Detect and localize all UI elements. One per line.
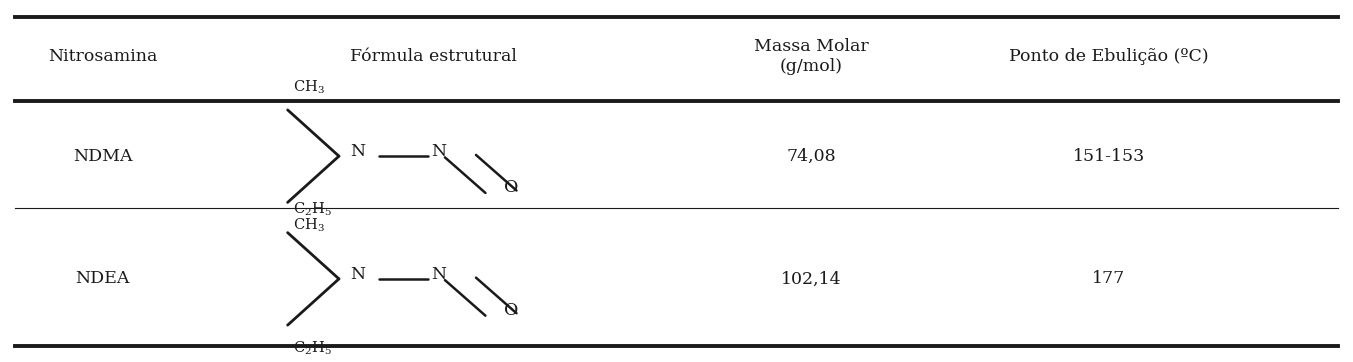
Text: 74,08: 74,08 [786, 148, 836, 165]
Text: NDEA: NDEA [76, 270, 130, 287]
Text: NDMA: NDMA [73, 148, 133, 165]
Text: $\mathregular{C_2H_5}$: $\mathregular{C_2H_5}$ [294, 339, 331, 357]
Text: 177: 177 [1092, 270, 1126, 287]
Text: N: N [430, 266, 446, 283]
Text: N: N [349, 266, 365, 283]
Text: 151-153: 151-153 [1073, 148, 1145, 165]
Text: 102,14: 102,14 [781, 270, 842, 287]
Text: N: N [349, 143, 365, 160]
Text: Nitrosamina: Nitrosamina [47, 48, 157, 65]
Text: $\mathregular{C_2H_5}$: $\mathregular{C_2H_5}$ [294, 201, 331, 218]
Text: Fórmula estrutural: Fórmula estrutural [350, 48, 517, 65]
Text: N: N [430, 143, 446, 160]
Text: O: O [503, 302, 518, 319]
Text: $\mathregular{CH_3}$: $\mathregular{CH_3}$ [294, 216, 325, 234]
Text: $\mathregular{CH_3}$: $\mathregular{CH_3}$ [294, 78, 325, 96]
Text: Massa Molar
(g/mol): Massa Molar (g/mol) [754, 38, 869, 75]
Text: O: O [503, 179, 518, 196]
Text: Ponto de Ebulição (ºC): Ponto de Ebulição (ºC) [1009, 48, 1208, 65]
